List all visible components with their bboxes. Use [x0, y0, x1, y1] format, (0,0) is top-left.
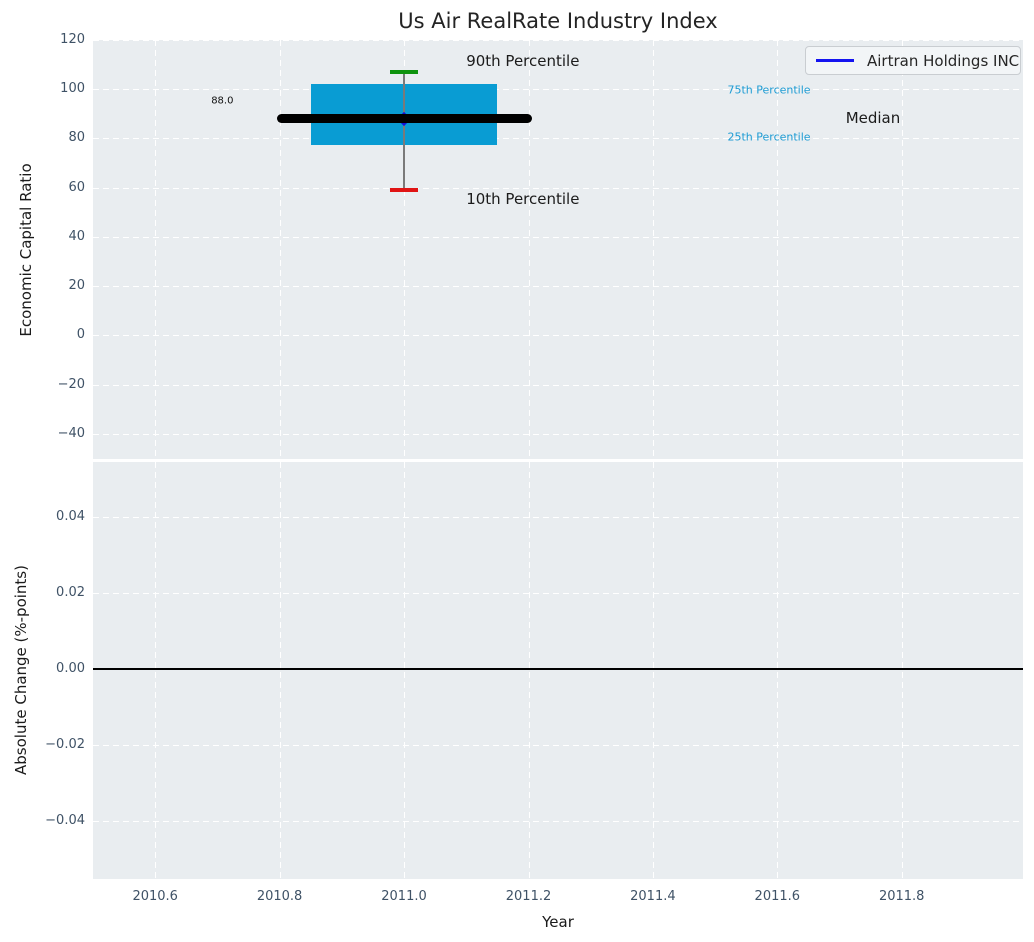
- gridline-horizontal: [93, 384, 1023, 386]
- y-tick-label: 0.00: [56, 661, 85, 676]
- annotation: 75th Percentile: [727, 83, 811, 97]
- annotation: Median: [845, 109, 901, 128]
- gridline-horizontal: [93, 138, 1023, 140]
- gridline-vertical: [404, 462, 405, 879]
- legend-label: Airtran Holdings INC: [867, 51, 1020, 70]
- whisker-line: [403, 72, 405, 191]
- annotation: 88.0: [211, 95, 234, 107]
- gridline-vertical: [155, 462, 157, 879]
- gridline-vertical: [652, 462, 654, 879]
- gridline-horizontal: [93, 821, 1023, 823]
- gridline-horizontal: [93, 516, 1023, 518]
- y-tick-label: 20: [68, 278, 85, 293]
- gridline-horizontal: [93, 433, 1023, 435]
- gridline-vertical: [901, 40, 903, 459]
- gridline-horizontal: [93, 89, 1023, 91]
- gridline-vertical: [652, 40, 654, 459]
- x-tick-label: 2011.0: [381, 889, 427, 904]
- legend-line-sample: [816, 59, 854, 62]
- annotation: 25th Percentile: [727, 130, 811, 144]
- axes-bottom: [93, 462, 1023, 879]
- gridline-horizontal: [93, 335, 1023, 337]
- gridline-horizontal: [93, 286, 1023, 287]
- x-tick-label: 2010.8: [256, 889, 303, 904]
- gridline-horizontal: [93, 187, 1023, 189]
- gridline-vertical: [279, 462, 281, 879]
- x-tick-label: 2010.6: [132, 889, 178, 904]
- chart-title: Us Air RealRate Industry Index: [398, 9, 718, 33]
- gridline-vertical: [777, 462, 779, 879]
- gridline-horizontal: [93, 40, 1023, 41]
- gridline-vertical: [528, 40, 530, 459]
- y-tick-label: 100: [60, 81, 85, 97]
- gridline-vertical: [279, 40, 281, 459]
- gridline-vertical: [901, 462, 903, 879]
- y-tick-label: 0: [76, 327, 85, 343]
- zero-reference-line: [93, 668, 1023, 670]
- legend: Airtran Holdings INC: [805, 46, 1021, 75]
- gridline-horizontal: [93, 592, 1023, 594]
- x-tick-label: 2011.2: [505, 889, 552, 904]
- gridline-vertical: [528, 462, 530, 879]
- gridline-horizontal: [93, 745, 1023, 747]
- x-tick-label: 2011.6: [754, 889, 801, 904]
- median-line: [276, 114, 532, 124]
- y-tick-label: 0.04: [56, 508, 85, 524]
- gridline-vertical: [155, 40, 157, 459]
- annotation: 10th Percentile: [466, 190, 580, 209]
- whisker-cap-90th: [390, 70, 418, 74]
- y-tick-label: −0.02: [45, 737, 85, 753]
- gridline-vertical: [404, 40, 405, 459]
- y-tick-label: 0.02: [56, 584, 85, 600]
- gridline-vertical: [777, 40, 779, 459]
- y-tick-label: −0.04: [45, 813, 85, 829]
- y-tick-label: 80: [68, 130, 85, 146]
- whisker-cap-10th: [390, 188, 418, 192]
- y-tick-label: 60: [68, 179, 85, 195]
- y-tick-label: 40: [68, 228, 85, 244]
- axes-top: 88.0 90th Percentile 10th Percentile 75th P…: [93, 40, 1023, 459]
- y-tick-label: −20: [57, 376, 85, 392]
- x-axis-label: Year: [542, 913, 574, 931]
- y-tick-label: −40: [57, 425, 85, 441]
- y-tick-label: 120: [60, 32, 85, 47]
- x-tick-label: 2011.4: [630, 889, 676, 904]
- x-tick-label: 2011.8: [878, 889, 925, 904]
- annotation: 90th Percentile: [466, 51, 580, 70]
- gridline-horizontal: [93, 236, 1023, 238]
